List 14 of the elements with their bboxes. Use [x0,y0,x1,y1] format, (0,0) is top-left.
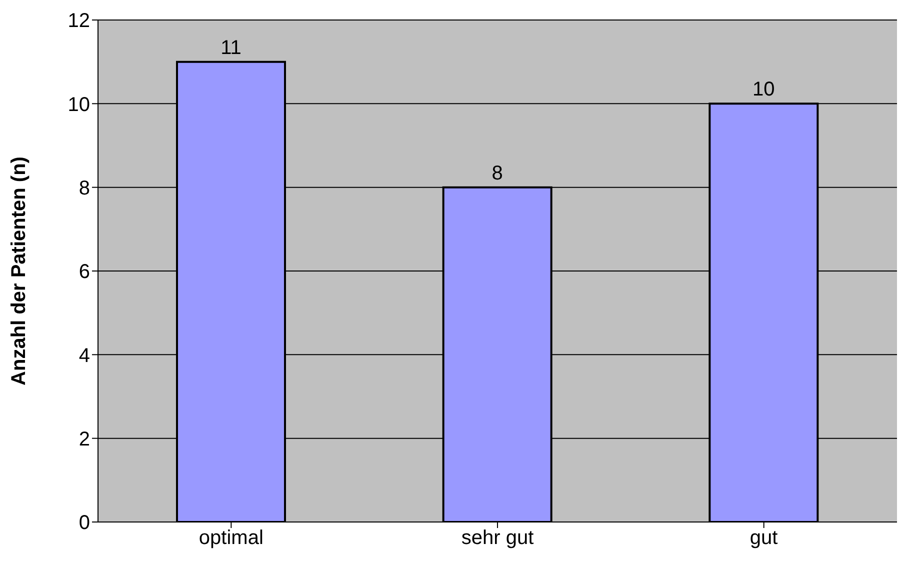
y-tick-label: 8 [78,177,90,200]
data-label: 10 [752,78,775,101]
y-tick-label: 0 [78,512,90,534]
data-label: 11 [220,36,242,59]
y-tick-label: 4 [78,344,90,367]
y-axis-title: Anzahl der Patienten (n) [8,156,30,386]
y-tick-label: 12 [68,10,90,32]
y-tick-label: 2 [78,428,90,450]
x-tick-label: gut [750,527,778,550]
data-label: 8 [492,162,503,184]
y-tick-label: 6 [78,261,90,284]
x-tick-label: optimal [198,527,264,550]
x-tick-label: sehr gut [461,527,534,550]
y-tick-label: 10 [68,94,90,116]
